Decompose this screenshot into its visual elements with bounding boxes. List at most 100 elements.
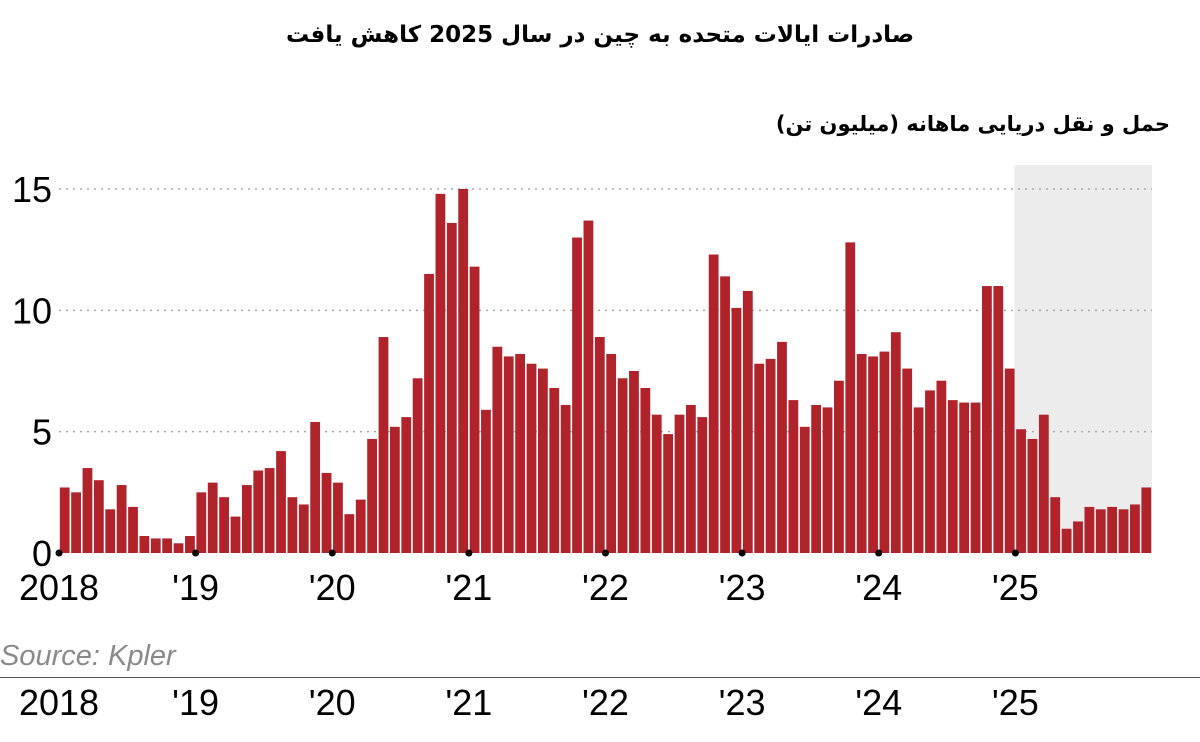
bar: [1073, 521, 1083, 553]
bar: [333, 482, 343, 553]
bar: [207, 482, 218, 553]
bar: [344, 514, 355, 553]
bar: [537, 368, 548, 553]
bar: [515, 354, 526, 553]
bottom-rule: [0, 677, 1200, 678]
bar: [71, 492, 81, 553]
bar: [1050, 497, 1061, 553]
bar: [321, 472, 332, 553]
bar: [287, 497, 298, 553]
year-tick-dot: [465, 549, 473, 557]
year-tick-dot: [55, 549, 63, 557]
x-tick-label: '20: [309, 567, 356, 608]
bar: [560, 404, 571, 553]
bar: [435, 193, 446, 553]
bar: [640, 387, 651, 553]
chart-subtitle: حمل و نقل دریایی ماهانه (میلیون تن): [775, 112, 1170, 136]
bar: [765, 358, 776, 553]
bar: [583, 220, 594, 553]
bar: [788, 400, 799, 553]
bar: [572, 237, 582, 554]
bottom-repeat-label: '22: [582, 682, 629, 723]
bar: [982, 286, 992, 553]
y-tick-label: 0: [32, 533, 52, 574]
x-tick-label: '25: [992, 567, 1039, 608]
bar: [253, 470, 264, 553]
bar: [879, 351, 890, 553]
bar: [890, 332, 901, 553]
bar: [367, 438, 377, 553]
bar: [378, 337, 389, 553]
bar: [162, 538, 173, 553]
bar: [868, 356, 878, 553]
bar: [355, 499, 366, 553]
bar: [594, 337, 605, 553]
bar: [150, 538, 161, 553]
bar: [219, 497, 229, 553]
bar: [105, 509, 116, 553]
bar: [469, 266, 480, 553]
bar: [947, 400, 958, 553]
bar: [834, 380, 844, 553]
y-tick-label: 15: [12, 169, 52, 210]
bar: [481, 409, 491, 553]
bar: [1130, 504, 1140, 553]
source-note: Source: Kpler: [0, 640, 176, 672]
x-tick-label: 2018: [19, 567, 99, 608]
year-tick-dot: [602, 549, 609, 557]
bar: [401, 417, 412, 553]
bar: [82, 468, 93, 553]
bar: [139, 536, 150, 553]
bar: [913, 407, 924, 553]
bar: [606, 354, 617, 553]
bar: [970, 402, 981, 553]
bar: [742, 290, 753, 553]
bar: [310, 421, 321, 553]
bar: [185, 536, 195, 553]
y-tick-label: 5: [32, 412, 52, 453]
bar: [902, 368, 913, 553]
bar: [1141, 487, 1152, 553]
bar: [503, 356, 514, 553]
bottom-repeat-label: '21: [445, 682, 493, 723]
bar: [241, 485, 252, 553]
bottom-repeat-label: 2018: [18, 682, 100, 723]
bar: [1027, 438, 1038, 553]
bar: [697, 417, 708, 553]
year-tick-dot: [192, 549, 200, 557]
bar: [492, 346, 503, 553]
y-tick-label: 10: [12, 290, 52, 331]
bar: [856, 354, 867, 553]
bar: [1107, 506, 1118, 553]
bar: [754, 363, 765, 553]
bottom-repeat-label: '23: [718, 682, 766, 723]
x-tick-label: '22: [582, 567, 629, 608]
bar: [128, 506, 138, 553]
bar: [720, 276, 730, 553]
bar: [1095, 509, 1106, 553]
bottom-repeat-label: '19: [172, 682, 220, 723]
bar: [389, 426, 400, 553]
bar: [777, 341, 787, 553]
bar: [959, 402, 970, 553]
bar: [651, 414, 662, 553]
bar: [799, 426, 810, 553]
bar: [298, 504, 309, 553]
bar: [1016, 429, 1026, 553]
bar: [264, 468, 275, 553]
bar: [93, 480, 104, 553]
bar: [196, 492, 207, 553]
bar: [412, 378, 423, 553]
bar: [811, 404, 822, 553]
bar: [629, 371, 639, 553]
bottom-repeat-label: '20: [308, 682, 356, 723]
bar: [116, 485, 127, 553]
bottom-repeat-label: '24: [855, 682, 903, 723]
bar: [1038, 414, 1049, 553]
bar: [1061, 528, 1072, 553]
bar: [731, 307, 742, 553]
bar: [993, 286, 1004, 553]
bar: [59, 487, 70, 553]
bar: [845, 242, 856, 554]
bottom-repeat-label: '25: [991, 682, 1039, 723]
